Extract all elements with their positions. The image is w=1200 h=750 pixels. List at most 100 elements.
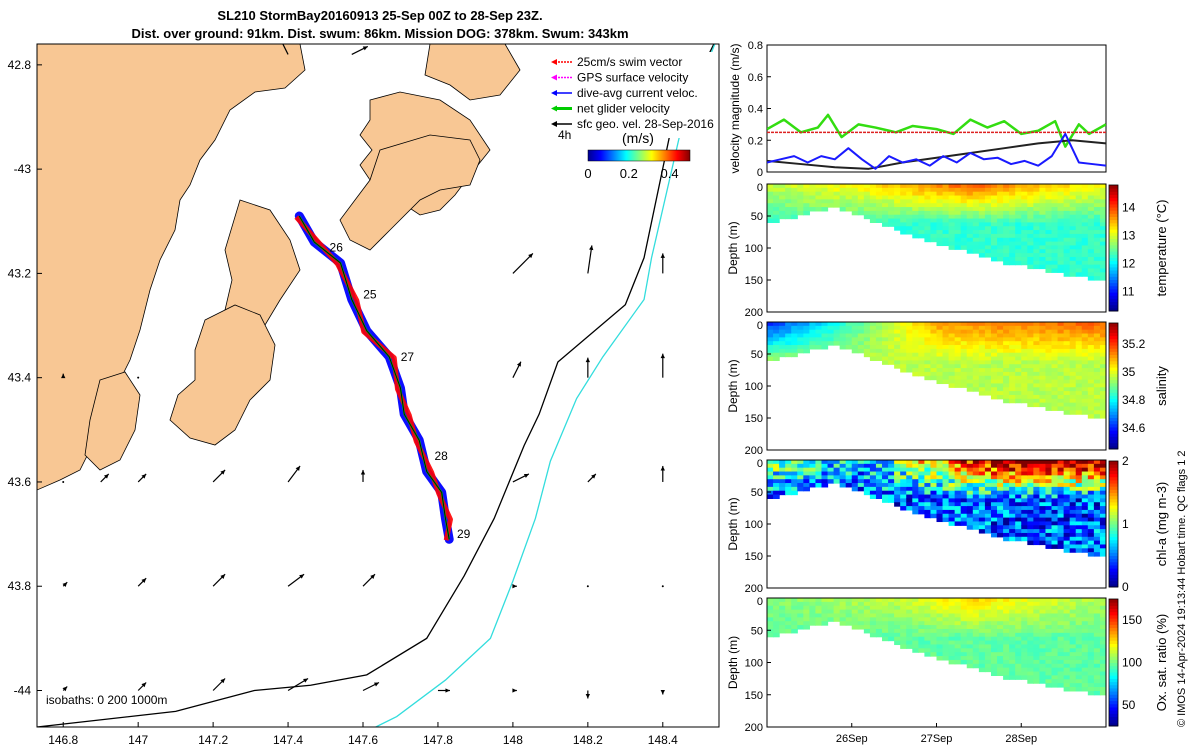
vector-shaft <box>282 44 289 55</box>
map-x-tick-label: 147 <box>128 733 148 747</box>
surface-velocity-vector <box>512 584 517 589</box>
surface-velocity-vector <box>362 681 380 692</box>
map-colorbar-tick: 0.4 <box>661 166 679 181</box>
vector-head <box>589 245 594 251</box>
colorbar-unit: (m/s) <box>622 130 654 146</box>
map-frame <box>36 43 720 728</box>
map-x-tick-label: 146.8 <box>48 733 78 747</box>
vector-dot <box>137 376 140 379</box>
map-colorbar <box>587 149 691 162</box>
vector-head <box>660 465 665 471</box>
surface-velocity-vector <box>512 252 534 274</box>
vector-head <box>585 357 591 363</box>
vector-head <box>62 686 68 692</box>
track-day-label: 28 <box>434 449 448 463</box>
vector-shaft <box>587 245 593 274</box>
map-x-tick-label: 148 <box>503 733 523 747</box>
vector-head <box>660 690 665 695</box>
surface-velocity-vector <box>137 682 147 691</box>
surface-velocity-vector <box>62 581 68 587</box>
map-land-north-east <box>339 134 481 251</box>
map-x-tick-label: 147.4 <box>273 733 303 747</box>
map-y-tick-label: -44 <box>14 684 32 698</box>
surface-velocity-vector <box>212 573 226 587</box>
vector-head <box>591 473 596 479</box>
surface-velocity-vector <box>137 577 147 587</box>
surface-velocity-vector <box>287 465 301 483</box>
chart-title-line2: Dist. over ground: 91km. Dist. swum: 86k… <box>131 26 629 41</box>
map-y-tick-label: 43.2 <box>8 266 32 280</box>
map-x-tick-label: 147.6 <box>348 733 378 747</box>
surface-velocity-vector <box>280 38 289 55</box>
surface-velocity-vector <box>137 376 140 379</box>
surface-velocity-vector <box>660 353 665 378</box>
map-colorbar-tick: 0.2 <box>620 166 638 181</box>
legend-label: sfc geo. vel. 28-Sep-2016 <box>577 117 714 131</box>
isobath-200m-line <box>37 44 715 727</box>
colorbar-prefix: 4h <box>558 128 571 142</box>
vector-head <box>280 38 284 43</box>
surface-velocity-vector <box>62 686 68 692</box>
vector-dot <box>62 480 65 483</box>
legend-label: GPS surface velocity <box>577 71 688 85</box>
track-day-label: 27 <box>401 350 415 364</box>
legend-label: dive-avg current veloc. <box>577 86 698 100</box>
legend-swatch-head <box>551 74 557 81</box>
vector-head <box>528 253 533 259</box>
surface-velocity-vector <box>586 585 589 588</box>
surface-velocity-vector <box>287 677 309 692</box>
map-colorbar-tick: 0 <box>584 166 591 181</box>
vector-head <box>62 582 68 587</box>
surface-velocity-vector <box>587 473 597 483</box>
track-day-label: 26 <box>330 240 344 254</box>
vector-head <box>141 473 147 479</box>
credit-text: © IMOS 14-Apr-2024 19:13:44 Hobart time.… <box>1176 450 1188 727</box>
vector-head <box>103 473 109 479</box>
legend-swatch-head <box>551 105 557 112</box>
vector-head <box>220 469 226 475</box>
map-y-tick-label: -43 <box>14 162 32 176</box>
surface-velocity-vector <box>360 469 366 482</box>
vector-dot <box>586 585 589 588</box>
map-y-tick-label: 43.4 <box>8 371 32 385</box>
vector-dot <box>661 585 664 588</box>
surface-velocity-vector <box>212 469 226 483</box>
vector-head <box>585 694 591 699</box>
vector-head <box>512 584 517 589</box>
track-glider-path <box>298 215 450 540</box>
surface-velocity-vector <box>660 465 665 482</box>
surface-velocity-vector <box>287 573 305 587</box>
surface-velocity-vector <box>512 688 517 693</box>
surface-velocity-vector <box>212 678 226 691</box>
track-day-label: 25 <box>363 287 377 301</box>
map-x-tick-label: 148.4 <box>648 733 678 747</box>
surface-velocity-vector <box>437 688 450 693</box>
surface-velocity-vector <box>512 473 530 483</box>
surface-velocity-vector <box>512 361 522 378</box>
surface-velocity-vector <box>100 473 110 483</box>
map-x-tick-label: 147.8 <box>423 733 453 747</box>
vector-head <box>445 688 450 693</box>
legend-label: net glider velocity <box>577 102 670 116</box>
map-x-tick-label: 148.2 <box>573 733 603 747</box>
track-swim-vectors <box>294 215 453 541</box>
chart-title-line1: SL210 StormBay20160913 25-Sep 00Z to 28-… <box>217 8 543 23</box>
vector-head <box>512 688 517 693</box>
legend-swatch-head <box>551 121 557 127</box>
map-land-east-coast <box>424 44 521 101</box>
vector-head <box>660 353 665 359</box>
map-x-tick-label: 147.2 <box>198 733 228 747</box>
vector-head <box>220 678 226 684</box>
legend-swatch-head <box>551 59 557 65</box>
vector-head <box>141 682 147 688</box>
vector-head <box>523 473 529 478</box>
map-y-tick-label: 43.6 <box>8 475 32 489</box>
map-y-tick-label: 43.8 <box>8 579 32 593</box>
vector-head <box>141 578 147 583</box>
track-day-label: 29 <box>457 527 471 541</box>
vector-head <box>220 574 226 579</box>
surface-velocity-vector <box>587 245 594 274</box>
isobath-label: isobaths: 0 200 1000m <box>46 693 167 707</box>
isobath-1000m-line <box>374 44 716 727</box>
